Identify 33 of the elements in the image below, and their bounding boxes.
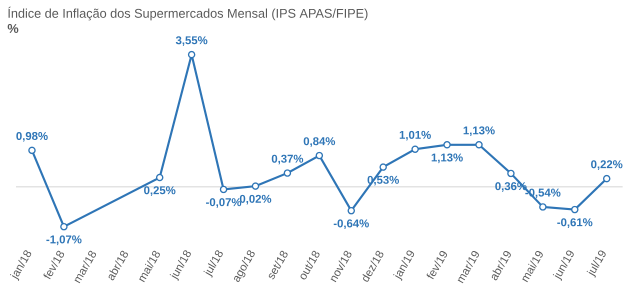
point [539,203,547,211]
data-label: 0,25% [144,186,176,196]
point [156,174,164,182]
data-label: 0,84% [304,137,336,147]
point [252,182,260,190]
data-label: 0,37% [272,154,304,164]
data-label: 0,22% [591,160,622,170]
data-label: -0,64% [334,219,369,230]
point [28,146,36,154]
point [507,170,515,178]
data-label: 0,02% [240,194,272,204]
point [316,152,324,160]
data-label: 1,01% [400,130,431,141]
point [571,206,579,214]
point [411,145,419,153]
point [602,174,610,182]
point [60,222,68,230]
point [188,50,196,58]
data-label: 0,98% [16,132,48,142]
data-label: -0,07% [206,198,242,208]
chart-title: Índice de Inflação dos Supermercados Mensal (IPS APAS/FIPE) [8,6,368,20]
data-label: 3,55% [176,36,208,46]
point [443,141,451,148]
data-label: 1,13% [432,153,463,164]
point [284,169,292,177]
point [379,163,387,171]
point [220,186,228,194]
data-label: -1,07% [46,235,82,246]
point [475,141,483,148]
point [348,206,356,214]
data-label: 1,13% [464,126,495,136]
data-label: -0,61% [557,218,592,228]
y-axis-title: % [8,24,18,33]
